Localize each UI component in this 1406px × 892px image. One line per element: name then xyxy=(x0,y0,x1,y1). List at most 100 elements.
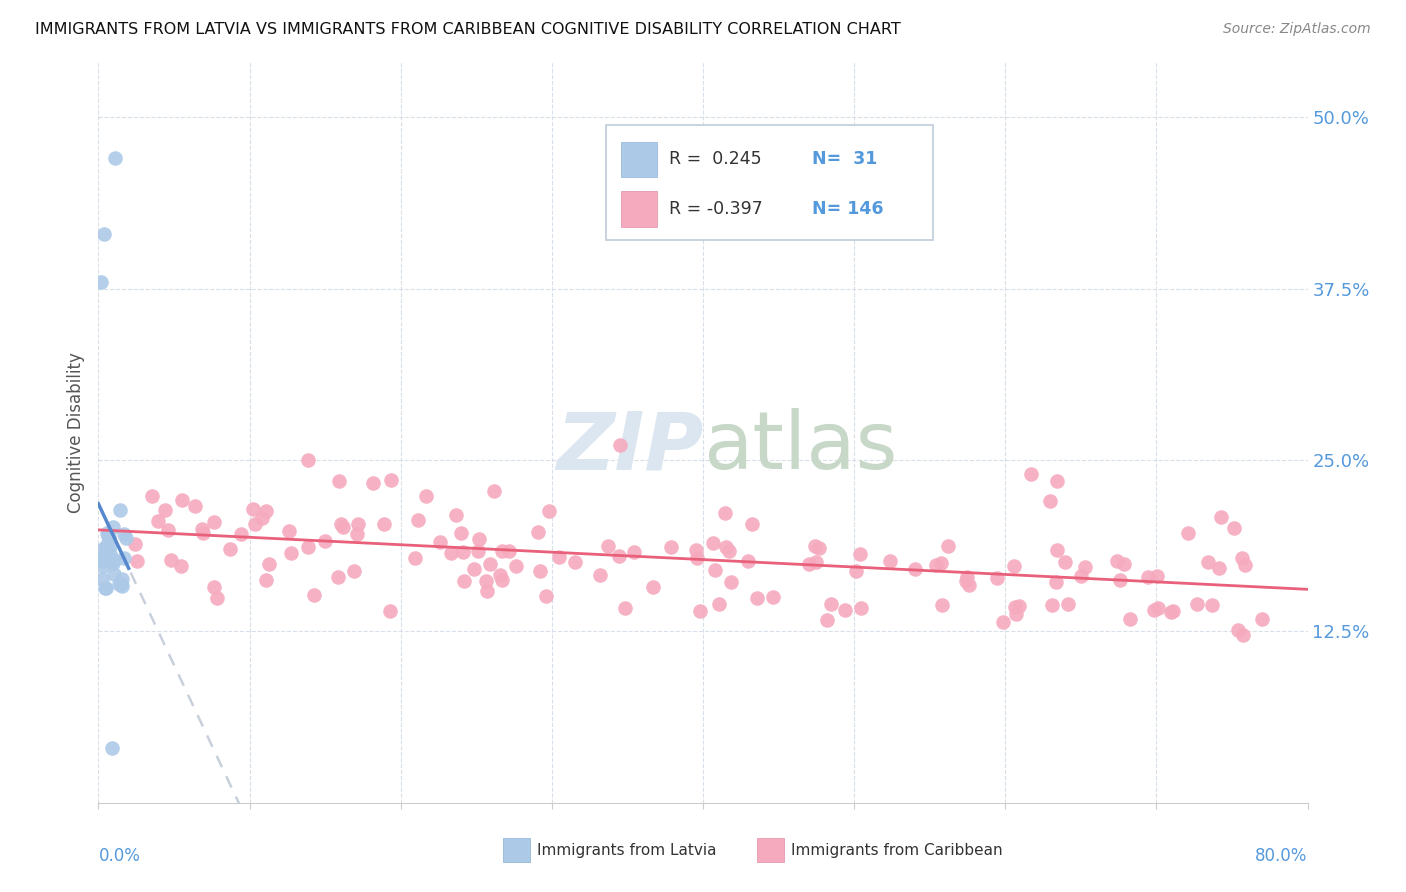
Point xyxy=(1136,570,1159,584)
Point xyxy=(429,535,451,549)
Point xyxy=(347,516,370,531)
Point xyxy=(467,544,489,558)
Point xyxy=(1146,569,1168,583)
Point xyxy=(848,547,870,561)
Point xyxy=(1185,598,1208,612)
Point xyxy=(190,522,212,536)
Point xyxy=(277,524,299,538)
Point xyxy=(97,532,120,546)
Point xyxy=(373,516,395,531)
Point xyxy=(450,525,472,540)
Point xyxy=(745,591,768,605)
Point xyxy=(415,489,437,503)
Point xyxy=(202,580,225,594)
Text: IMMIGRANTS FROM LATVIA VS IMMIGRANTS FROM CARIBBEAN COGNITIVE DISABILITY CORRELA: IMMIGRANTS FROM LATVIA VS IMMIGRANTS FRO… xyxy=(35,22,901,37)
Point xyxy=(297,453,319,467)
Point xyxy=(737,554,759,568)
Point xyxy=(98,539,121,553)
Point xyxy=(1046,543,1069,558)
Point xyxy=(613,601,636,615)
FancyBboxPatch shape xyxy=(758,838,785,862)
Point xyxy=(361,476,384,491)
Point xyxy=(467,532,489,546)
Point xyxy=(1057,597,1080,611)
Point xyxy=(762,591,785,605)
Point xyxy=(1223,521,1246,535)
Point xyxy=(202,516,225,530)
Text: N=  31: N= 31 xyxy=(811,150,877,168)
Point xyxy=(607,549,630,563)
Point xyxy=(1107,553,1129,567)
Point xyxy=(97,549,120,564)
Point xyxy=(1197,555,1219,569)
Point xyxy=(103,553,125,567)
Point xyxy=(157,523,180,537)
Point xyxy=(380,473,402,487)
Point xyxy=(169,559,191,574)
Point xyxy=(90,275,112,289)
Point xyxy=(100,547,122,561)
Point xyxy=(956,570,979,584)
Point xyxy=(804,540,827,554)
Point xyxy=(96,550,118,565)
Point xyxy=(720,575,742,590)
Point xyxy=(598,539,620,553)
Point xyxy=(250,510,273,524)
Point xyxy=(623,545,645,559)
Point xyxy=(160,553,183,567)
Point xyxy=(808,541,831,555)
Point xyxy=(1201,599,1223,613)
Point xyxy=(104,152,127,166)
Point xyxy=(297,540,319,554)
Point xyxy=(505,559,527,574)
Point xyxy=(93,227,115,241)
Point xyxy=(713,507,735,521)
Point xyxy=(451,544,474,558)
Point xyxy=(689,604,711,618)
Point xyxy=(406,513,429,527)
Point xyxy=(955,574,977,588)
Point xyxy=(1233,558,1256,572)
Point xyxy=(280,546,302,560)
FancyBboxPatch shape xyxy=(621,191,657,227)
Point xyxy=(686,551,709,566)
Point xyxy=(153,503,176,517)
Point xyxy=(463,562,485,576)
Point xyxy=(242,502,264,516)
Point xyxy=(641,580,664,594)
Point xyxy=(931,598,953,612)
Text: 0.0%: 0.0% xyxy=(98,847,141,865)
Point xyxy=(107,576,129,591)
Point xyxy=(170,493,193,508)
Point xyxy=(709,597,731,611)
Point xyxy=(1054,555,1077,569)
Point xyxy=(101,741,124,756)
Point xyxy=(94,539,117,553)
Point xyxy=(564,555,586,569)
Text: Immigrants from Caribbean: Immigrants from Caribbean xyxy=(792,843,1002,858)
Point xyxy=(254,504,277,518)
Point xyxy=(326,570,349,584)
Point xyxy=(111,579,134,593)
Text: 80.0%: 80.0% xyxy=(1256,847,1308,865)
Point xyxy=(1161,604,1184,618)
Point xyxy=(243,517,266,532)
FancyBboxPatch shape xyxy=(621,142,657,178)
Point xyxy=(925,558,948,572)
Point xyxy=(702,536,724,550)
Point xyxy=(1177,525,1199,540)
Point xyxy=(1209,510,1232,524)
Point xyxy=(193,525,215,540)
Point xyxy=(685,542,707,557)
Point xyxy=(404,551,426,566)
Point xyxy=(491,573,513,587)
Point xyxy=(1008,599,1031,614)
FancyBboxPatch shape xyxy=(606,126,932,240)
Point xyxy=(1045,574,1067,589)
Point xyxy=(93,554,115,568)
Point xyxy=(986,571,1008,585)
Point xyxy=(330,516,353,531)
Point xyxy=(314,534,336,549)
Text: N= 146: N= 146 xyxy=(811,200,883,218)
Point xyxy=(1046,474,1069,488)
